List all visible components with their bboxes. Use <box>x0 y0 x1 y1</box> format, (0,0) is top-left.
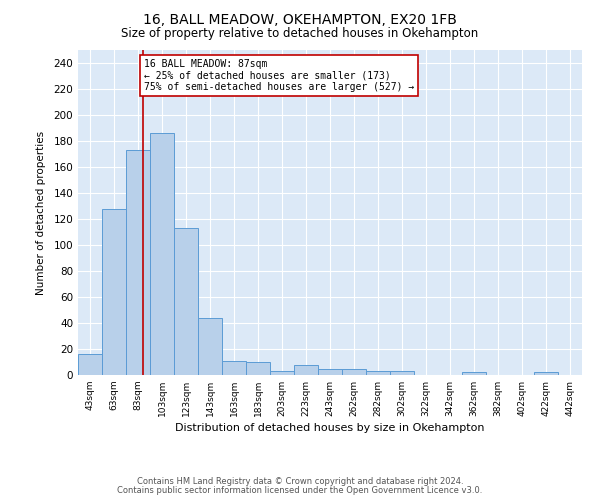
Text: 16 BALL MEADOW: 87sqm
← 25% of detached houses are smaller (173)
75% of semi-det: 16 BALL MEADOW: 87sqm ← 25% of detached … <box>144 59 414 92</box>
Bar <box>366 371 390 375</box>
Bar <box>102 208 126 375</box>
Bar <box>342 368 366 375</box>
Bar <box>174 228 198 375</box>
Bar <box>198 318 222 375</box>
X-axis label: Distribution of detached houses by size in Okehampton: Distribution of detached houses by size … <box>175 423 485 433</box>
Bar <box>126 150 150 375</box>
Text: Size of property relative to detached houses in Okehampton: Size of property relative to detached ho… <box>121 28 479 40</box>
Bar <box>270 371 294 375</box>
Bar <box>150 133 174 375</box>
Text: 16, BALL MEADOW, OKEHAMPTON, EX20 1FB: 16, BALL MEADOW, OKEHAMPTON, EX20 1FB <box>143 12 457 26</box>
Bar <box>318 368 342 375</box>
Y-axis label: Number of detached properties: Number of detached properties <box>37 130 46 294</box>
Bar <box>246 362 270 375</box>
Text: Contains public sector information licensed under the Open Government Licence v3: Contains public sector information licen… <box>118 486 482 495</box>
Bar <box>462 372 486 375</box>
Bar <box>390 371 414 375</box>
Bar <box>294 364 318 375</box>
Bar <box>534 372 558 375</box>
Bar <box>222 360 246 375</box>
Bar <box>78 354 102 375</box>
Text: Contains HM Land Registry data © Crown copyright and database right 2024.: Contains HM Land Registry data © Crown c… <box>137 478 463 486</box>
